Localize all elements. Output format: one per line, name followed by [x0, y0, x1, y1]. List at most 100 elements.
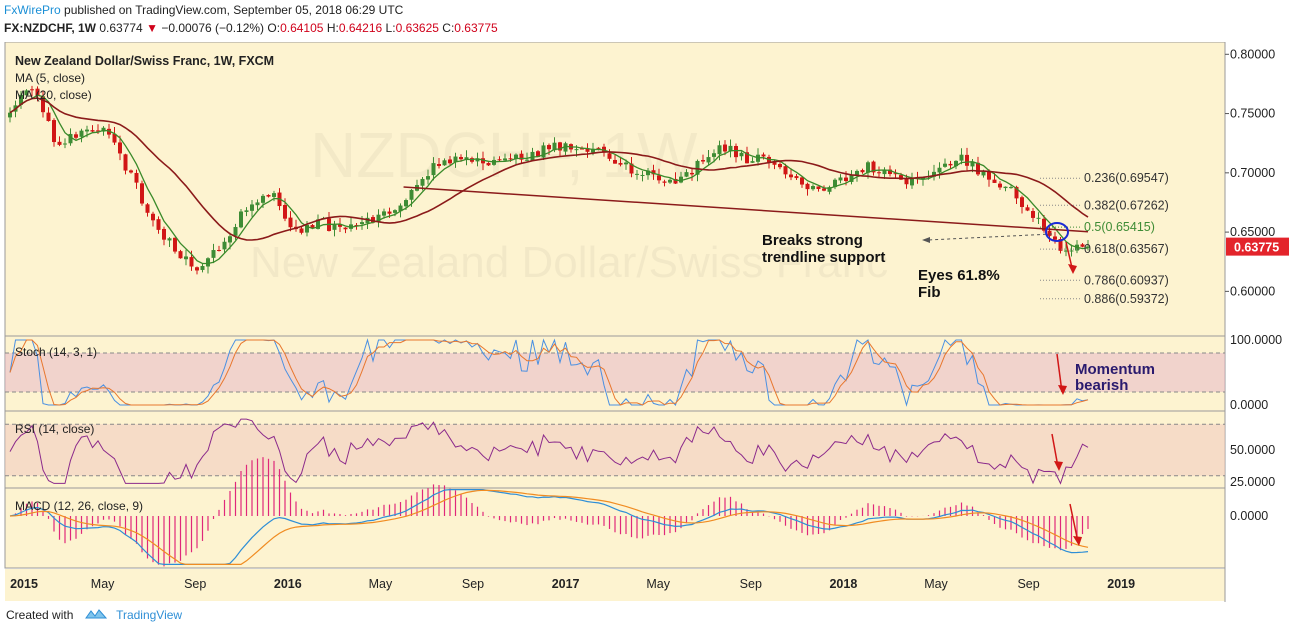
- candle-body: [140, 183, 144, 204]
- price-pane: [4, 42, 1226, 337]
- candle-body: [299, 228, 304, 233]
- candle-body: [63, 143, 67, 145]
- candle-body: [1053, 236, 1057, 240]
- candle-body: [778, 163, 782, 168]
- time-axis-label: Sep: [1017, 577, 1039, 591]
- stoch-tick-label: 0.0000: [1230, 398, 1268, 412]
- candle-body: [701, 160, 705, 162]
- candle-body: [1025, 207, 1030, 211]
- candle-body: [1080, 244, 1085, 247]
- candle-body: [409, 189, 414, 200]
- chart-canvas[interactable]: NZDCHF, 1W New Zealand Dollar/Swiss Franc…: [0, 42, 1304, 602]
- candle-body: [635, 173, 639, 175]
- ma5-line: [9, 94, 1089, 265]
- rsi-band: [5, 424, 1225, 476]
- time-axis-label: May: [91, 577, 115, 591]
- tradingview-link[interactable]: TradingView: [116, 608, 183, 622]
- candle-body: [1020, 197, 1024, 207]
- candle-body: [404, 200, 408, 207]
- last-price: 0.63774: [99, 21, 143, 35]
- candle-body: [833, 179, 837, 188]
- price-change: −0.00076 (−0.12%): [161, 21, 265, 35]
- rsi-line: [9, 418, 1089, 485]
- time-axis-label: 2017: [552, 577, 580, 591]
- candle-body: [547, 145, 551, 150]
- candle-body: [195, 267, 199, 271]
- candle-body: [376, 214, 381, 222]
- rsi-tick-label: 25.0000: [1230, 475, 1275, 489]
- candle-body: [382, 211, 386, 216]
- close-value: 0.63775: [454, 21, 498, 35]
- fib-level-label: 0.382(0.67262): [1084, 198, 1169, 212]
- last-price-tag: [1226, 237, 1289, 256]
- candle-body: [800, 177, 804, 185]
- candle-body: [222, 241, 227, 250]
- candle-body: [371, 217, 375, 223]
- tradingview-logo-icon: [84, 608, 107, 623]
- candle-body: [816, 186, 821, 190]
- candle-body: [893, 173, 898, 175]
- candle-body: [68, 133, 73, 144]
- candle-body: [244, 210, 249, 212]
- candle-body: [552, 142, 557, 151]
- candle-body: [349, 224, 353, 229]
- publisher-name[interactable]: FxWirePro: [4, 3, 61, 17]
- down-arrow-icon: ▼: [146, 21, 158, 35]
- price-tick-label: 0.75000: [1230, 107, 1275, 121]
- close-label: C:: [442, 21, 455, 35]
- candle-body: [998, 183, 1002, 188]
- macd-title: MACD (12, 26, close, 9): [15, 499, 143, 513]
- pointer-arrowhead: [922, 237, 930, 243]
- candle-body: [393, 210, 397, 213]
- down-arrow-rsi-head: [1054, 461, 1063, 471]
- candle-body: [442, 160, 447, 166]
- last-price-tag-label: 0.63775: [1234, 241, 1279, 255]
- annotation-breaks-trendline: Breaks strong: [762, 232, 863, 249]
- macd-tick-label: 0.0000: [1230, 509, 1268, 523]
- candle-body: [932, 171, 936, 177]
- candle-body: [426, 176, 430, 180]
- candle-body: [464, 157, 469, 160]
- candle-body: [57, 141, 62, 145]
- candle-body: [1047, 230, 1052, 236]
- candle-body: [184, 256, 188, 260]
- candle-body: [1042, 218, 1046, 231]
- footer: Created with TradingView: [6, 608, 182, 623]
- fib-level-label: 0.5(0.65415): [1084, 220, 1155, 234]
- candle-body: [503, 158, 507, 161]
- candle-body: [525, 159, 529, 161]
- candle-body: [965, 154, 969, 166]
- candle-body: [1009, 187, 1013, 189]
- candle-body: [46, 112, 51, 122]
- candle-body: [662, 181, 667, 183]
- candle-body: [1058, 239, 1063, 251]
- ma5-legend: MA (5, close): [15, 71, 85, 85]
- candle-body: [761, 154, 766, 157]
- candle-body: [574, 149, 579, 151]
- price-tick-label: 0.65000: [1230, 225, 1275, 239]
- candle-body: [822, 188, 826, 191]
- candle-body: [877, 172, 881, 174]
- annotation-breaks-trendline: trendline support: [762, 249, 885, 266]
- candle-body: [607, 153, 612, 159]
- candle-body: [211, 250, 216, 258]
- candle-body: [783, 166, 788, 175]
- candle-body: [332, 224, 337, 230]
- candle-body: [668, 179, 672, 183]
- candle-body: [448, 159, 452, 164]
- candle-body: [189, 257, 194, 267]
- candle-body: [1036, 217, 1041, 219]
- candle-body: [794, 176, 799, 179]
- candle-body: [233, 227, 238, 236]
- time-axis-label: 2019: [1107, 577, 1135, 591]
- candle-body: [250, 204, 254, 211]
- annotation-eyes-fib: Eyes 61.8%: [918, 267, 1000, 284]
- candle-body: [585, 148, 590, 152]
- candle-body: [657, 175, 661, 181]
- candle-body: [805, 183, 810, 190]
- candle-body: [453, 156, 458, 163]
- candle-body: [310, 225, 315, 229]
- candle-body: [123, 154, 128, 171]
- candle-body: [1003, 186, 1008, 189]
- candle-body: [684, 172, 689, 177]
